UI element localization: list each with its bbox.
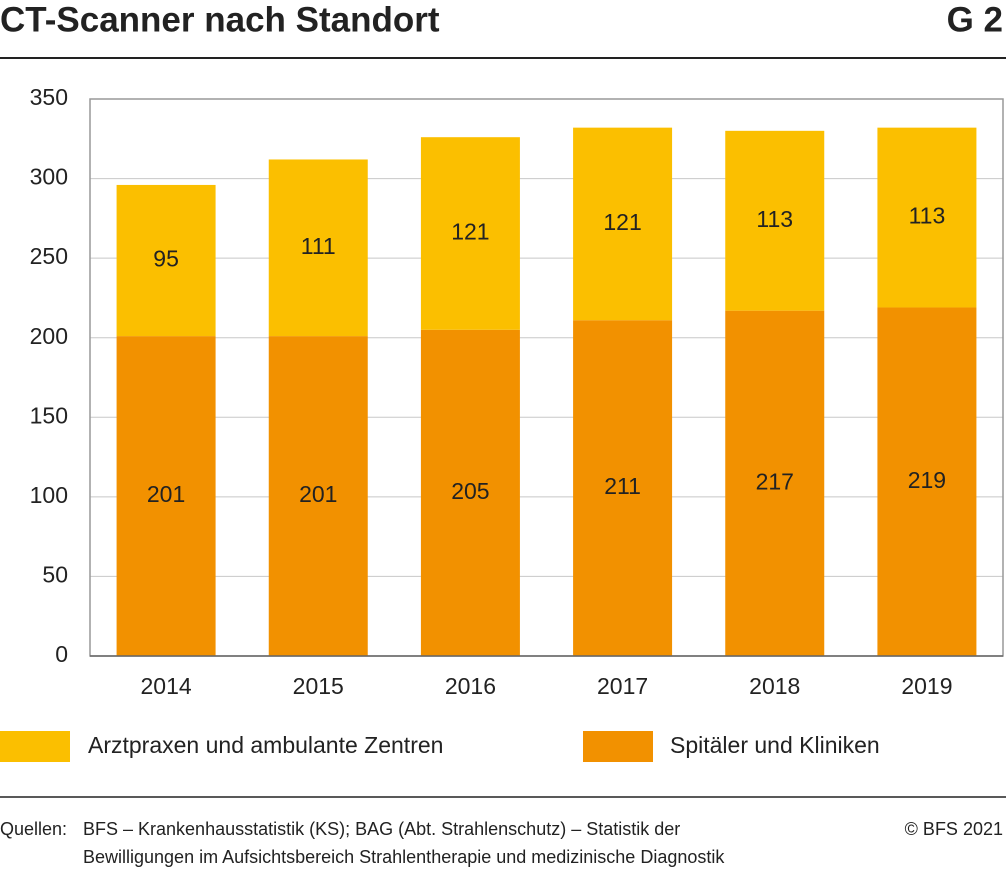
- source-line: BFS – Krankenhausstatistik (KS); BAG (Ab…: [83, 819, 680, 839]
- bar-segment: [268, 159, 368, 337]
- chart-title: CT-Scanner nach Standort: [0, 0, 440, 39]
- legend-swatch: [583, 731, 653, 762]
- legend-swatch: [0, 731, 70, 762]
- bar-segment: [725, 310, 825, 656]
- data-label: 121: [451, 219, 489, 245]
- source-line: Bewilligungen im Aufsichtsbereich Strahl…: [83, 847, 725, 867]
- y-tick-label: 300: [30, 164, 68, 190]
- bar-segment: [116, 184, 216, 337]
- y-tick-label: 100: [30, 482, 68, 508]
- bar-segment: [420, 329, 520, 656]
- y-tick-label: 350: [30, 84, 68, 110]
- bar-segment: [116, 336, 216, 656]
- data-label: 219: [908, 467, 946, 493]
- data-label: 95: [153, 246, 179, 272]
- chart-badge: G 2: [947, 0, 1003, 39]
- x-tick-label: 2017: [597, 673, 648, 699]
- bar-segment: [877, 307, 977, 656]
- legend-label: Spitäler und Kliniken: [670, 732, 880, 758]
- bar-segment: [573, 320, 673, 656]
- bar-segment: [877, 127, 977, 308]
- x-tick-label: 2016: [445, 673, 496, 699]
- y-tick-label: 0: [55, 641, 68, 667]
- y-tick-label: 200: [30, 323, 68, 349]
- x-tick-label: 2015: [293, 673, 344, 699]
- bar-segment: [725, 130, 825, 311]
- data-label: 121: [603, 209, 641, 235]
- data-label: 205: [451, 478, 489, 504]
- y-tick-label: 50: [42, 562, 68, 588]
- x-tick-label: 2014: [140, 673, 191, 699]
- data-label: 201: [147, 481, 185, 507]
- bar-segment: [268, 336, 368, 656]
- data-label: 211: [604, 473, 641, 499]
- plot-frame: [89, 98, 1004, 657]
- data-label: 201: [299, 481, 337, 507]
- copyright: © BFS 2021: [905, 819, 1003, 839]
- bar-segment: [420, 137, 520, 330]
- data-label: 111: [301, 233, 336, 259]
- x-tick-label: 2018: [749, 673, 800, 699]
- y-tick-label: 150: [30, 402, 68, 428]
- legend-label: Arztpraxen und ambulante Zentren: [88, 732, 443, 758]
- source-label: Quellen:: [0, 819, 67, 839]
- y-tick-label: 250: [30, 243, 68, 269]
- data-label: 113: [756, 206, 793, 232]
- x-tick-label: 2019: [901, 673, 952, 699]
- data-label: 113: [909, 203, 946, 229]
- data-label: 217: [756, 468, 794, 494]
- bar-segment: [573, 127, 673, 321]
